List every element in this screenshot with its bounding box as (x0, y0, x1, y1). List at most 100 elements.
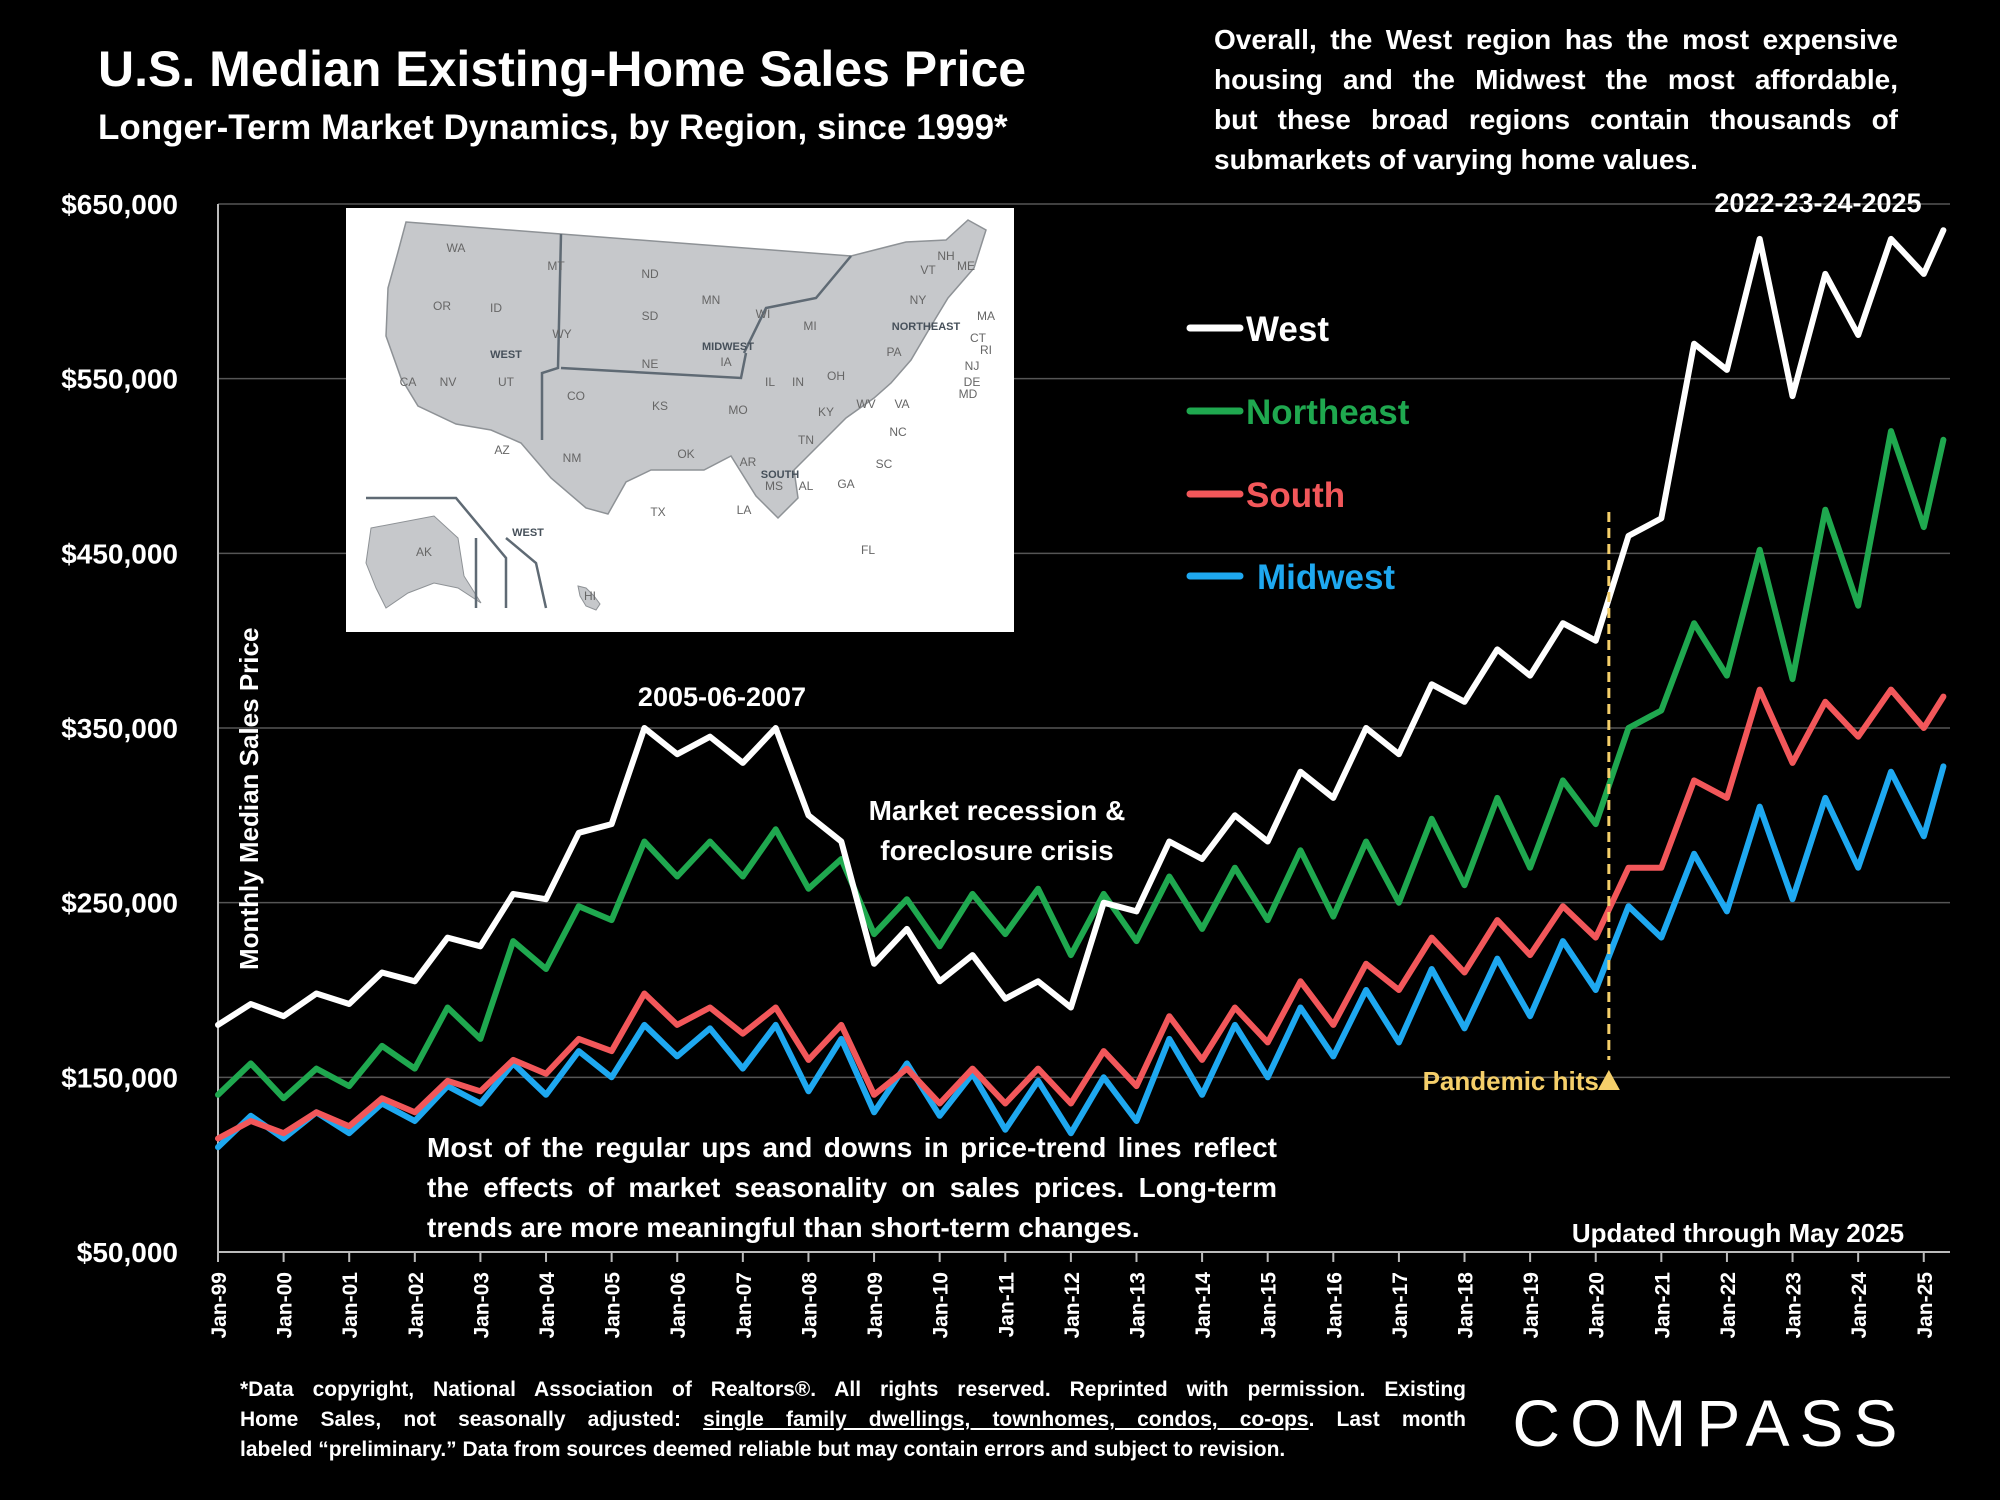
footnote-text: Home Sales, not seasonally adjusted: (240, 1408, 704, 1431)
updated-annotation: Updated through May 2025 (1572, 1218, 1904, 1248)
x-tick-label: Jan-21 (1651, 1272, 1674, 1339)
x-tick-label: Jan-18 (1455, 1272, 1478, 1339)
map-state-label: NJ (965, 359, 980, 373)
map-state-label: NE (642, 357, 659, 371)
alaska-shape (365, 515, 482, 609)
legend: West Northeast South Midwest (1186, 310, 1410, 597)
map-region-label: NORTHEAST (892, 321, 961, 333)
x-tick-label: Jan-99 (208, 1272, 231, 1339)
legend-label-west: West (1246, 310, 1329, 349)
series-line-west (215, 227, 1947, 1028)
map-state-label: WI (756, 307, 771, 321)
top-note-line: housing and the Midwest the most afforda… (1214, 64, 1898, 95)
map-state-label: VT (920, 263, 936, 277)
map-state-label: MO (728, 403, 747, 417)
map-state-label: GA (837, 477, 854, 491)
map-state-label: MS (765, 479, 783, 493)
annotations: 2005-06-2007 2022-23-24-2025 Market recess… (638, 188, 1922, 1248)
map-state-label: MA (977, 309, 995, 323)
x-tick-label: Jan-05 (602, 1272, 625, 1339)
map-state-label: KY (818, 405, 834, 419)
map-state-label: WA (447, 241, 466, 255)
region-boundaries (366, 233, 852, 609)
map-state-label: VA (894, 397, 909, 411)
map-state-label: AR (740, 455, 757, 469)
x-tick-label: Jan-16 (1323, 1272, 1346, 1339)
map-state-label: ME (957, 259, 975, 273)
map-state-label: RI (980, 343, 992, 357)
y-tick-label: $650,000 (61, 189, 178, 220)
x-tick-label: Jan-03 (470, 1272, 493, 1339)
map-state-label: PA (886, 345, 901, 359)
map-state-label: OH (827, 369, 845, 383)
pandemic-annotation: Pandemic hits (1423, 1066, 1599, 1096)
x-tick-label: Jan-12 (1061, 1272, 1084, 1339)
map-state-label: WY (552, 327, 571, 341)
map-region-label: WEST (490, 349, 522, 361)
map-region-label: SOUTH (761, 469, 800, 481)
x-tick-label: Jan-14 (1192, 1272, 1215, 1339)
legend-label-south: South (1246, 476, 1345, 515)
x-tick-label: Jan-24 (1848, 1272, 1871, 1339)
map-state-label: AK (416, 545, 432, 559)
map-state-label: LA (737, 503, 752, 517)
x-tick-label: Jan-01 (339, 1272, 362, 1339)
footnote-line: labeled “preliminary.” Data from sources… (240, 1438, 1286, 1461)
footnote: *Data copyright, National Association of… (240, 1375, 1466, 1465)
map-state-label: IA (720, 355, 731, 369)
map-state-label: OR (433, 299, 451, 313)
map-state-label: ID (490, 301, 502, 315)
y-tick-labels: $650,000 $550,000 $450,000 $350,000 $250,000… (61, 189, 178, 1268)
map-state-label: IL (765, 375, 775, 389)
x-tick-label: Jan-09 (864, 1272, 887, 1339)
x-tick-label: Jan-04 (536, 1272, 559, 1339)
bottom-note-line: trends are more meaningful than short-te… (427, 1212, 1140, 1243)
map-state-label: CT (970, 331, 987, 345)
top-note-line: Overall, the West region has the most ex… (1214, 24, 1898, 55)
map-state-label: ND (641, 267, 659, 281)
map-state-label: TN (798, 433, 814, 447)
map-region-label: WEST (512, 527, 544, 539)
map-state-label: MI (803, 319, 816, 333)
bottom-note: Most of the regular ups and downs in pri… (427, 1128, 1277, 1248)
footnote-link[interactable]: single family dwellings, townhomes, cond… (703, 1408, 1309, 1431)
region-map: WA MT ND MN OR ID SD WI MI NY VT NH ME MA CT RI NJ DE MD WY… (346, 208, 1014, 632)
map-state-label: UT (498, 375, 515, 389)
series-lines (215, 227, 1947, 1151)
series-line-midwest (215, 763, 1947, 1151)
y-tick-label: $450,000 (61, 538, 178, 569)
map-state-label: NM (563, 451, 582, 465)
map-region-label: MIDWEST (702, 341, 754, 353)
bottom-note-line: the effects of market seasonality on sal… (427, 1172, 1277, 1203)
x-tick-label: Jan-06 (667, 1272, 690, 1339)
footnote-line: *Data copyright, National Association of… (240, 1378, 1466, 1401)
series-line-south (215, 686, 1947, 1142)
y-axis-label: Monthly Median Sales Price (234, 628, 264, 970)
map-state-label: AL (799, 479, 814, 493)
map-state-label: IN (792, 375, 804, 389)
x-tick-label: Jan-13 (1126, 1272, 1149, 1339)
top-note-line: but these broad regions contain thousand… (1214, 104, 1898, 135)
y-tick-label: $350,000 (61, 713, 178, 744)
map-state-label: HI (584, 589, 596, 603)
legend-label-northeast: Northeast (1246, 393, 1410, 432)
map-state-label: MT (547, 259, 565, 273)
map-state-label: TX (650, 505, 665, 519)
x-tick-label: Jan-19 (1520, 1272, 1543, 1339)
recession-annotation-line2: foreclosure crisis (880, 835, 1113, 866)
map-state-label: FL (861, 543, 875, 557)
chart-subtitle: Longer-Term Market Dynamics, by Region, … (98, 108, 1008, 147)
peak-annotation-2022: 2022-23-24-2025 (1714, 188, 1921, 218)
peak-annotation-2005: 2005-06-2007 (638, 682, 806, 712)
map-state-label: CA (400, 375, 417, 389)
x-tick-label: Jan-11 (995, 1272, 1018, 1338)
map-state-label: SC (876, 457, 893, 471)
y-tick-label: $50,000 (77, 1237, 178, 1268)
chart-title: U.S. Median Existing-Home Sales Price (98, 41, 1027, 97)
hawaii-shape (577, 585, 601, 611)
map-state-label: MN (702, 293, 721, 307)
compass-logo: COMPASS (1512, 1386, 1897, 1458)
contiguous-us-shape (385, 219, 987, 520)
map-state-label: CO (567, 389, 585, 403)
